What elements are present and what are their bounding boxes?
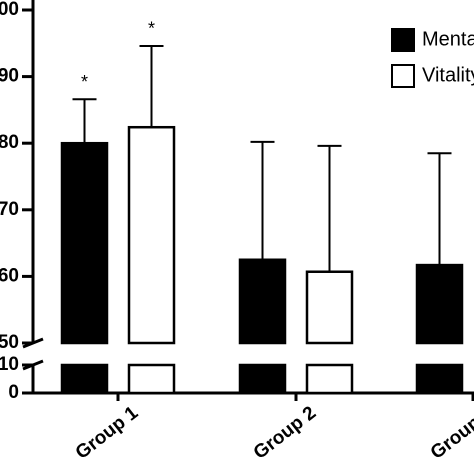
bar-lower bbox=[238, 363, 287, 395]
y-tick-label: 100 bbox=[0, 0, 19, 20]
y-tick-label: 60 bbox=[0, 265, 19, 286]
y-tick-label: 50 bbox=[0, 332, 19, 353]
bar bbox=[305, 270, 354, 345]
bar bbox=[415, 263, 464, 345]
y-tick-label: 0 bbox=[8, 382, 19, 403]
legend-label: Vitality bbox=[422, 64, 474, 86]
legend-label: Mental health bbox=[422, 28, 474, 50]
y-tick-label: 10 bbox=[0, 354, 19, 375]
y-tick-label: 70 bbox=[0, 199, 19, 220]
legend-swatch bbox=[391, 64, 415, 88]
bar bbox=[60, 141, 109, 345]
bar-lower bbox=[305, 363, 354, 395]
bar-lower bbox=[415, 363, 464, 395]
annotation: * bbox=[81, 72, 88, 92]
annotation: * bbox=[148, 19, 155, 39]
bar-lower bbox=[60, 363, 109, 395]
legend-swatch bbox=[391, 28, 415, 52]
bar bbox=[127, 125, 176, 345]
bar bbox=[238, 258, 287, 345]
y-tick-label: 80 bbox=[0, 132, 19, 153]
bar-lower bbox=[127, 363, 176, 395]
y-tick-label: 90 bbox=[0, 66, 19, 87]
